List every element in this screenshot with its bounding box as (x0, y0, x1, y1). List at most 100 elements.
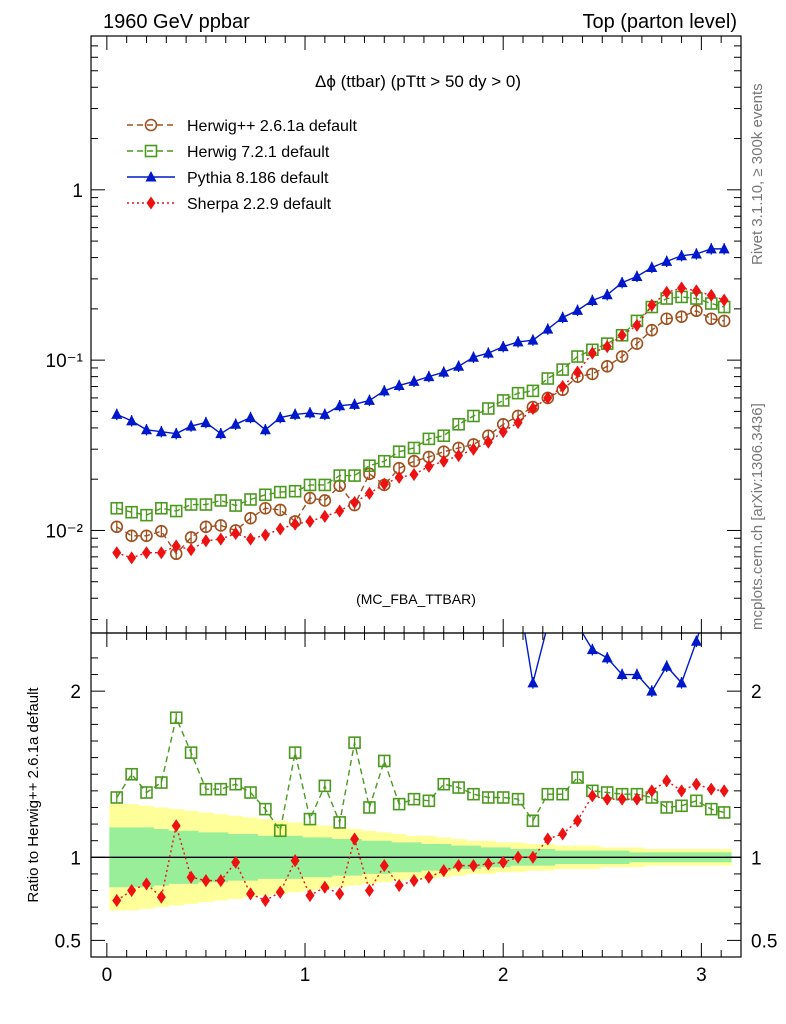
ratio-point (719, 784, 729, 798)
ratio-point (468, 477, 479, 488)
ratio-point (661, 660, 673, 671)
legend-item-herwig-2-6-1a-default: Herwig++ 2.6.1a default (127, 118, 357, 135)
legend-label: Pythia 8.186 default (187, 170, 329, 187)
data-point (140, 508, 153, 522)
ratio-point (572, 619, 583, 630)
ratio-line (524, 633, 700, 693)
data-point (690, 247, 702, 259)
data-point (645, 323, 659, 337)
data-point (171, 539, 181, 553)
data-point (454, 449, 464, 463)
ratio-point (662, 774, 672, 788)
data-point (467, 351, 479, 362)
data-point (140, 529, 153, 543)
ratio-point (290, 854, 300, 868)
legend-marker (145, 171, 157, 182)
ratio-point (573, 814, 583, 828)
data-point (199, 520, 213, 534)
data-point (184, 531, 198, 544)
data-point (453, 360, 465, 371)
data-point (290, 517, 300, 531)
data-point (259, 501, 272, 515)
data-point (111, 408, 123, 419)
ratio-point (647, 784, 657, 798)
ratio-point (333, 816, 347, 829)
data-point (125, 529, 138, 543)
ratio-point (513, 850, 523, 864)
ratio-point (483, 857, 493, 871)
data-point (379, 477, 389, 491)
y-tick-label-right: 2 (751, 682, 762, 703)
legend-marker (144, 144, 158, 158)
data-point (246, 532, 256, 546)
ratio-point (690, 635, 702, 646)
data-point (543, 391, 553, 405)
data-point (184, 498, 198, 511)
main-plot-panel: 10⁻²10⁻¹1 Δϕ (ttbar) (pTtt > 50 dy > 0) … (46, 35, 742, 634)
data-point (393, 379, 405, 390)
data-point (705, 242, 717, 254)
ratio-point (156, 890, 166, 904)
data-point (363, 394, 375, 405)
ratio-point (156, 379, 167, 390)
data-point (422, 432, 436, 446)
ratio-point (127, 884, 137, 898)
data-point (289, 408, 301, 419)
ratio-point (706, 585, 717, 596)
data-point (483, 435, 493, 449)
data-point (169, 504, 183, 518)
data-point (630, 337, 644, 350)
ratio-point (602, 792, 612, 806)
data-point (155, 425, 167, 437)
x-tick-label: 2 (498, 965, 509, 986)
ratio-point (676, 676, 688, 688)
data-point (141, 546, 151, 560)
data-point (288, 484, 302, 498)
data-point (646, 261, 658, 272)
data-point (392, 445, 406, 459)
ratio-point (601, 651, 613, 663)
data-point (632, 318, 642, 332)
ratio-point (439, 864, 449, 878)
ratio-point (556, 787, 569, 801)
data-point (230, 418, 242, 429)
data-point (408, 375, 420, 386)
ratio-point (184, 746, 198, 759)
data-point (423, 370, 435, 382)
data-point (482, 402, 495, 415)
ratio-point (646, 685, 658, 696)
ratio-point (542, 619, 553, 630)
y-tick-label: 2 (70, 682, 81, 703)
data-point (155, 501, 168, 515)
y-tick-label-right: 1 (751, 848, 762, 869)
data-point (616, 276, 628, 288)
ratio-point (140, 786, 153, 799)
data-point (409, 468, 419, 482)
ratio-point (186, 870, 196, 884)
ratio-point (453, 516, 464, 527)
data-point (363, 459, 376, 472)
ratio-point (169, 711, 183, 725)
ratio-point (660, 801, 673, 814)
data-point (541, 372, 555, 385)
ratio-plot-panel: 0 1 2 3 0.5 0.5 1 1 2 2 Ratio to Herwig++ 2.6.1a … (25, 379, 777, 986)
ratio-point (437, 777, 451, 791)
ratio-point (719, 577, 730, 588)
legend-marker (144, 118, 158, 132)
data-point (526, 384, 540, 398)
ratio-point (706, 782, 716, 796)
analysis-watermark: (MC_FBA_TTBAR) (356, 591, 476, 607)
ratio-point (571, 771, 584, 784)
data-point (528, 402, 538, 416)
header-left: 1960 GeV ppbar (103, 11, 250, 33)
data-point (126, 414, 138, 426)
data-point (303, 478, 317, 492)
data-point (437, 429, 451, 443)
data-point (214, 519, 228, 532)
data-point (127, 551, 137, 565)
ratio-point (275, 439, 286, 450)
data-point (186, 543, 196, 557)
ratio-point (275, 885, 285, 899)
data-point (112, 546, 122, 560)
ratio-point (320, 880, 330, 894)
